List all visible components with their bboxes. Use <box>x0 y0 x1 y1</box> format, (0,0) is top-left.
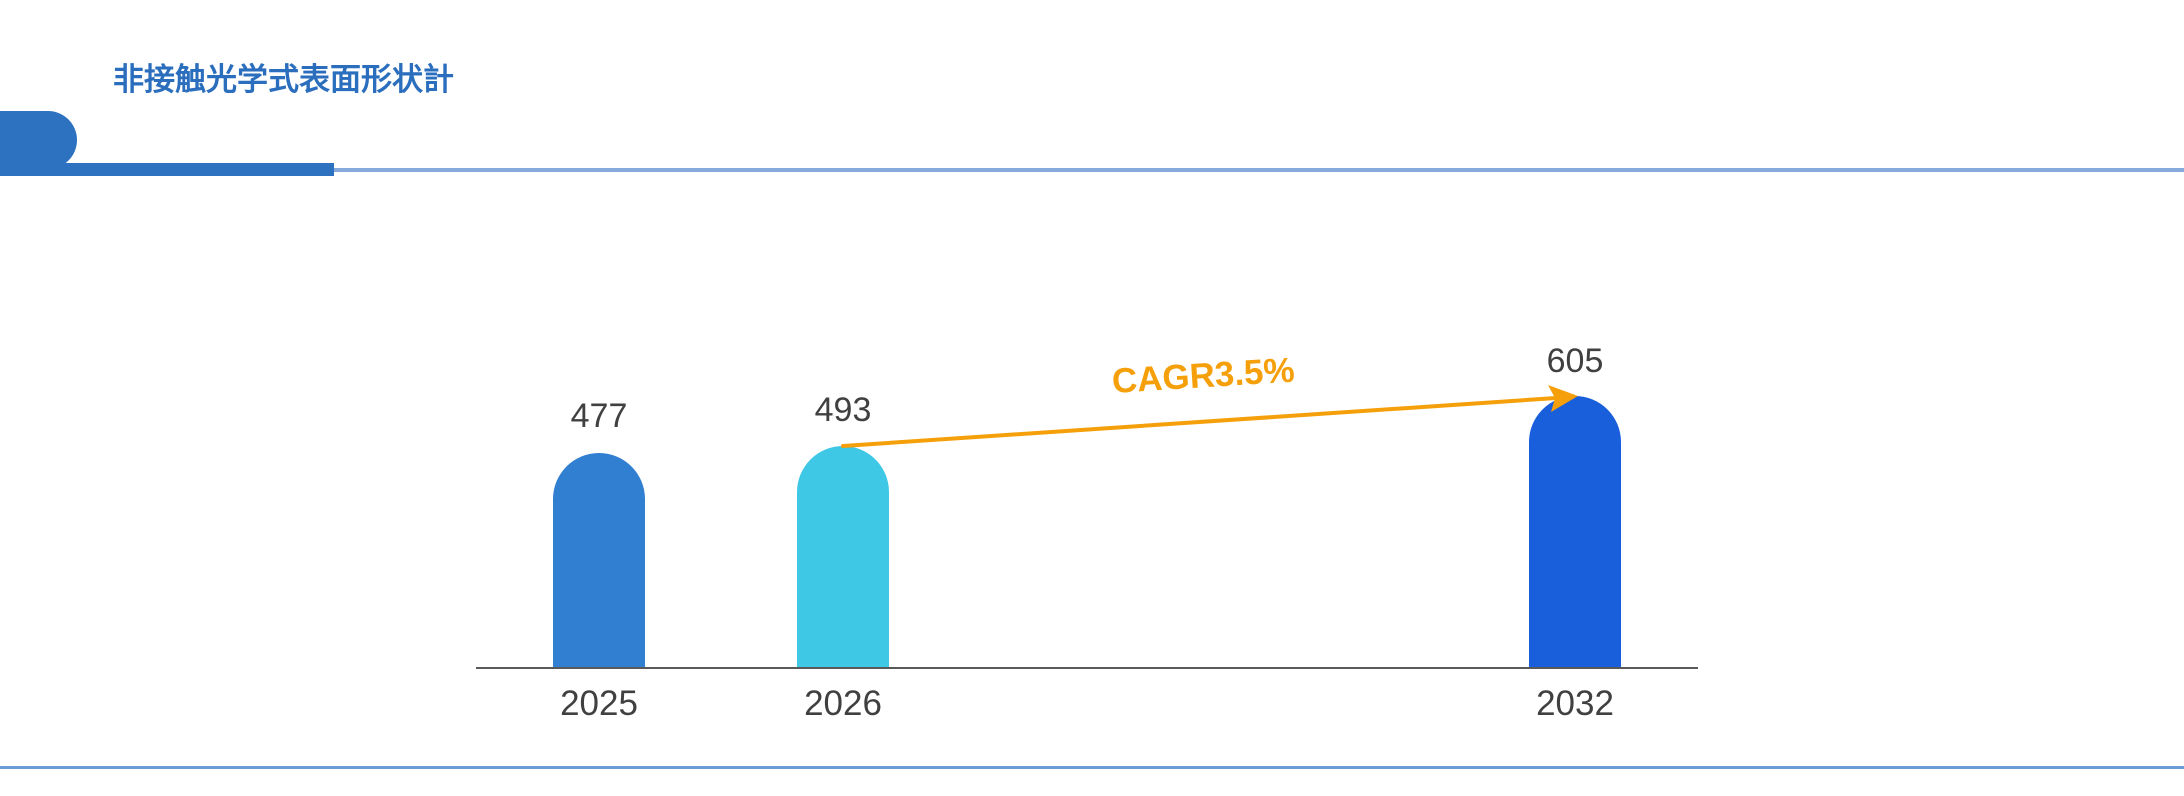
value-label-2032: 605 <box>1546 342 1604 380</box>
category-label-2025: 2025 <box>560 684 638 723</box>
value-label-2025: 477 <box>570 397 628 435</box>
bar-2032 <box>1529 396 1621 668</box>
header-tab-decoration <box>0 111 77 169</box>
header-divider <box>334 168 2184 172</box>
x-axis-line <box>476 667 1698 669</box>
value-label-2026: 493 <box>814 391 872 429</box>
cagr-annotation: CAGR3.5% <box>1110 350 1296 401</box>
bar-2026 <box>797 446 889 668</box>
category-label-2026: 2026 <box>804 684 882 723</box>
header-accent-bar <box>0 163 334 176</box>
category-label-2032: 2032 <box>1536 684 1614 723</box>
page-title: 非接触光学式表面形状計 <box>113 62 454 98</box>
bar-2025 <box>553 453 645 668</box>
footer-divider <box>0 766 2184 769</box>
